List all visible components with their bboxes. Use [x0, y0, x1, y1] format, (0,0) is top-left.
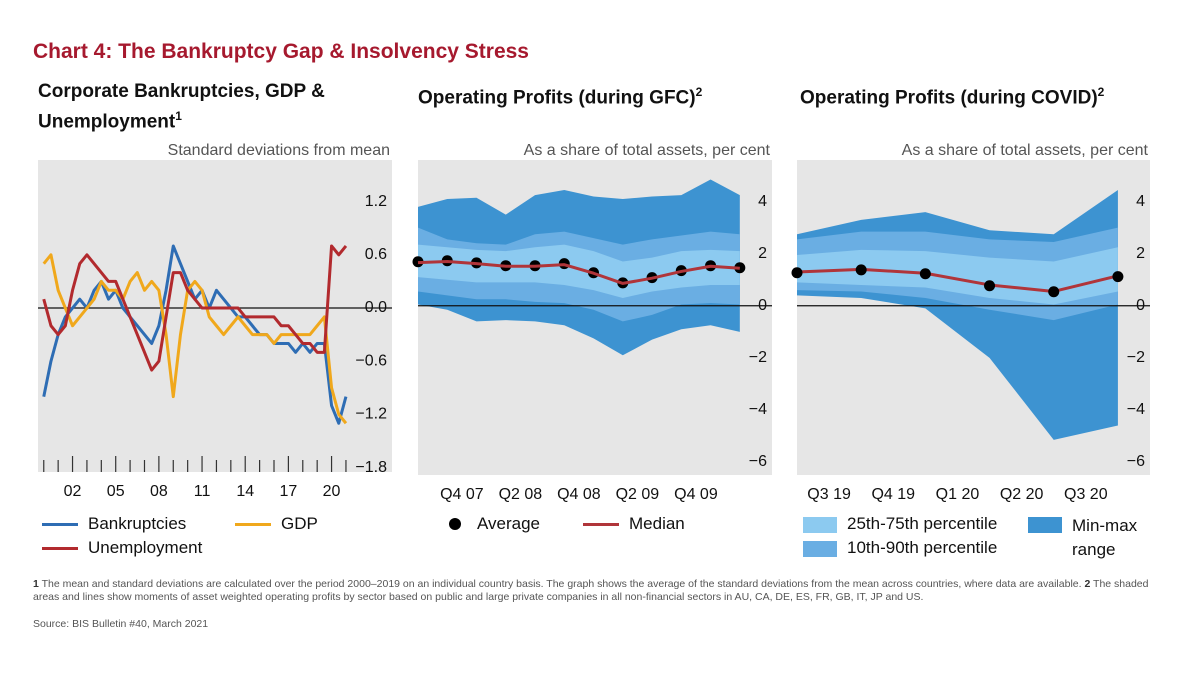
y-tick-label: −2 — [749, 349, 767, 366]
y-tick-label: 4 — [1136, 193, 1145, 210]
legend-label: 10th-90th percentile — [847, 538, 998, 557]
panel-title-note: 2 — [1097, 85, 1105, 99]
average-dot — [1112, 271, 1124, 283]
note-text: The mean and standard deviations are cal… — [41, 578, 1082, 590]
y-tick-label: −4 — [1127, 401, 1145, 418]
panel-title-text: Operating Profits (during GFC) — [418, 87, 696, 109]
footnotes: 1 The mean and standard deviations are c… — [33, 578, 1173, 604]
y-tick-label: 2 — [1136, 245, 1145, 262]
legend-item: Unemployment — [42, 538, 202, 558]
y-tick-label: 4 — [758, 193, 767, 210]
x-tick-label: Q2 20 — [1000, 486, 1044, 503]
legend-swatch — [803, 541, 837, 557]
series-line — [417, 260, 740, 285]
main-title: Chart 4: The Bankruptcy Gap & Insolvency… — [33, 40, 529, 63]
legend-swatch — [42, 522, 78, 526]
x-tick-label: Q4 08 — [557, 486, 601, 503]
legend-item: 25th-75th percentile — [803, 514, 997, 534]
panel-title: Corporate Bankruptcies, GDP & Unemployme… — [38, 80, 388, 134]
legend-item: Average — [445, 514, 540, 534]
average-dot — [855, 264, 867, 276]
legend-label: Unemployment — [88, 538, 203, 557]
legend-item: GDP — [235, 514, 318, 534]
x-tick-label: 20 — [323, 483, 341, 500]
x-tick-label: 11 — [194, 483, 211, 500]
axis-unit: Standard deviations from mean — [168, 142, 390, 159]
panel-title: Operating Profits (during GFC)2 — [418, 80, 778, 110]
average-dot — [791, 267, 803, 279]
y-tick-label: −1.2 — [355, 406, 387, 423]
panel-title-note: 1 — [175, 109, 182, 123]
legend-item: 10th-90th percentile — [803, 538, 997, 558]
legend-label: 25th-75th percentile — [847, 514, 998, 533]
note-number: 2 — [1084, 578, 1091, 590]
legend-label: Median — [629, 514, 685, 533]
x-tick-label: Q3 19 — [807, 486, 851, 503]
axis-unit: As a share of total assets, per cent — [524, 142, 771, 159]
x-tick-label: Q4 07 — [440, 486, 484, 503]
axis-unit: As a share of total assets, per cent — [902, 142, 1149, 159]
range-band — [418, 244, 740, 298]
legend-item: Min-max range — [1028, 514, 1152, 562]
x-tick-label: Q4 19 — [871, 486, 915, 503]
x-tick-label: Q3 20 — [1064, 486, 1108, 503]
y-tick-label: −6 — [749, 453, 767, 470]
legend-swatch — [583, 522, 619, 526]
legend-label: Average — [477, 514, 541, 533]
note-number: 1 — [33, 578, 39, 590]
average-dot — [1048, 286, 1060, 298]
legend-label: Min-max range — [1072, 516, 1138, 559]
average-dot — [919, 268, 931, 280]
x-tick-label: Q1 20 — [936, 486, 980, 503]
y-tick-label: −0.6 — [355, 352, 387, 369]
x-tick-label: 05 — [107, 483, 125, 500]
note-text: The shaded areas and lines show moments … — [33, 578, 1149, 603]
x-tick-label: 14 — [236, 483, 254, 500]
average-dot — [984, 280, 996, 292]
panel-title: Operating Profits (during COVID)2 — [800, 80, 1180, 110]
panel-title-text: Corporate Bankruptcies, GDP & Unemployme… — [38, 81, 325, 133]
legend-item: Median — [583, 514, 685, 534]
legend-swatch — [1028, 517, 1062, 533]
legend-label: Bankruptcies — [88, 514, 187, 533]
legend-swatch — [235, 522, 271, 526]
source: Source: BIS Bulletin #40, March 2021 — [33, 618, 209, 630]
legend-swatch — [449, 518, 461, 530]
x-tick-label: Q2 08 — [499, 486, 543, 503]
y-tick-label: −4 — [749, 401, 767, 418]
legend-swatch — [42, 546, 78, 550]
x-tick-label: 08 — [150, 483, 168, 500]
y-tick-label: 1.2 — [365, 193, 387, 210]
x-tick-label: Q4 09 — [674, 486, 718, 503]
y-tick-label: −6 — [1127, 453, 1145, 470]
legend-label: GDP — [281, 514, 318, 533]
x-tick-label: 17 — [279, 483, 297, 500]
plot-background — [38, 160, 392, 472]
legend-item: Bankruptcies — [42, 514, 186, 534]
series-line — [42, 244, 348, 372]
y-tick-label: −2 — [1127, 349, 1145, 366]
y-tick-label: 0.6 — [365, 246, 387, 263]
panel-title-note: 2 — [695, 85, 703, 99]
series-line — [796, 267, 1119, 293]
legend-swatch — [803, 517, 837, 533]
panel-title-text: Operating Profits (during COVID) — [800, 87, 1098, 109]
y-tick-label: −1.8 — [355, 459, 387, 476]
x-tick-label: Q2 09 — [616, 486, 660, 503]
y-tick-label: 2 — [758, 245, 767, 262]
x-tick-label: 02 — [64, 483, 82, 500]
